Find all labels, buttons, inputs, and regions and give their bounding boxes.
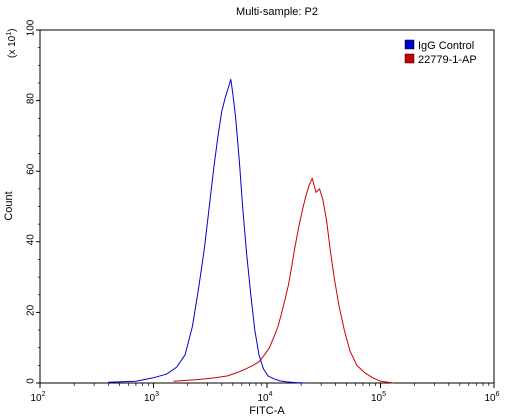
legend-label-igg: IgG Control [418,40,474,52]
y-axis: 0 20 40 60 80 100 [26,19,40,384]
series-lines [108,78,394,384]
y-tick-label: 0 [26,378,37,384]
x-tick-label: 102 [30,391,45,404]
series-line-22779-1-ap [173,177,394,384]
legend-swatch-sample [404,53,415,64]
y-axis-label: Count [3,191,15,220]
y-multiplier-label: (x 101) [6,29,18,58]
chart-title: Multi-sample: P2 [236,6,318,18]
y-tick-label: 100 [26,19,37,36]
y-tick-label: 20 [26,304,37,316]
x-axis: 102 103 104 105 106 [30,383,500,404]
y-tick-label: 60 [26,163,37,175]
x-tick-label: 104 [257,391,272,404]
y-tick-label: 40 [26,234,37,246]
x-tick-label: 106 [484,391,499,404]
y-tick-label: 80 [26,93,37,105]
legend: IgG Control 22779-1-AP [404,39,477,66]
legend-label-sample: 22779-1-AP [418,54,477,66]
plot-frame [39,29,495,384]
series-line-igg-control [108,78,306,384]
legend-swatch-igg [404,39,415,50]
x-tick-label: 103 [144,391,159,404]
x-tick-label: 105 [371,391,386,404]
x-axis-label: FITC-A [249,405,285,417]
